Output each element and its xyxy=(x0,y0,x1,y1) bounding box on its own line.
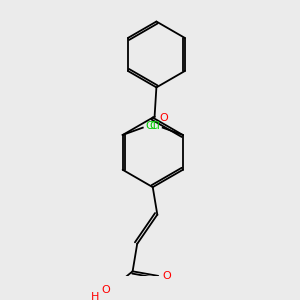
Text: Cl: Cl xyxy=(149,121,160,131)
Text: Cl: Cl xyxy=(146,121,156,131)
Text: O: O xyxy=(163,271,172,281)
Text: O: O xyxy=(159,112,168,123)
Text: O: O xyxy=(101,285,110,295)
Text: H: H xyxy=(91,292,100,300)
